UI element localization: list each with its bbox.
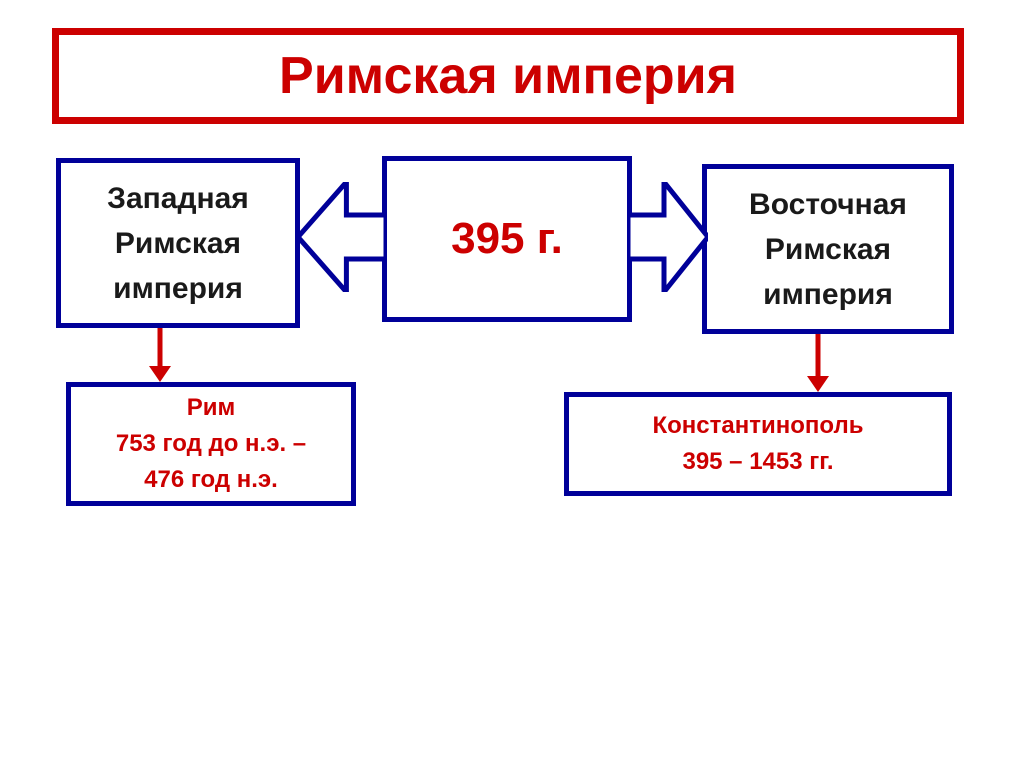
west-empire-text: Западная Римская империя <box>107 176 249 311</box>
center-year-text: 395 г. <box>451 206 563 272</box>
center-year-box: 395 г. <box>382 156 632 322</box>
title-text: Римская империя <box>279 46 737 106</box>
constantinople-text: Константинополь 395 – 1453 гг. <box>653 408 864 480</box>
right-arrow-icon <box>628 182 708 292</box>
rome-box: Рим 753 год до н.э. – 476 год н.э. <box>66 382 356 506</box>
left-arrow-icon <box>298 182 386 292</box>
title-box: Римская империя <box>52 28 964 124</box>
east-empire-text: Восточная Римская империя <box>749 182 907 317</box>
down-right-arrow-icon <box>803 334 833 392</box>
rome-text: Рим 753 год до н.э. – 476 год н.э. <box>116 390 306 498</box>
constantinople-box: Константинополь 395 – 1453 гг. <box>564 392 952 496</box>
down-left-arrow-icon <box>145 328 175 382</box>
west-empire-box: Западная Римская империя <box>56 158 300 328</box>
east-empire-box: Восточная Римская империя <box>702 164 954 334</box>
